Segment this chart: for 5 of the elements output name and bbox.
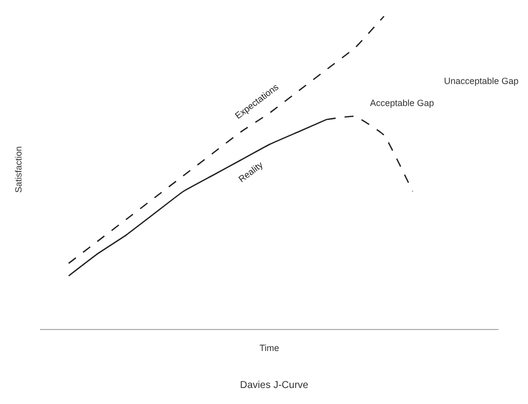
text: Davies J-Curve — [240, 380, 309, 391]
y-axis-title: Satisfaction — [13, 146, 24, 193]
annotation: Unacceptable Gap — [444, 76, 519, 86]
annotation: Acceptable Gap — [370, 98, 434, 108]
x-axis-title: Time — [259, 342, 280, 353]
